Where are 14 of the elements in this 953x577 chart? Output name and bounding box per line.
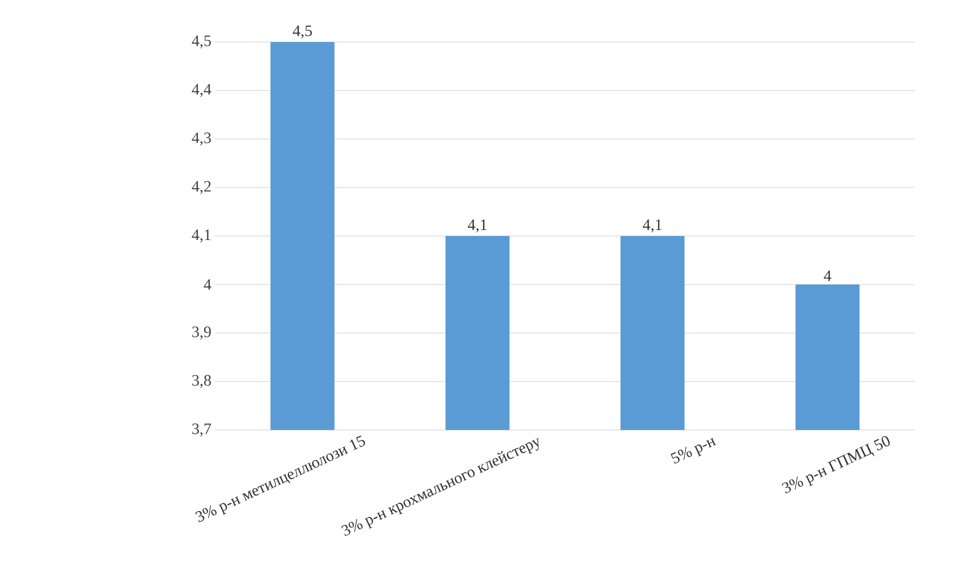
x-tick-label: 5% р-н (670, 438, 716, 464)
y-tick-label: 3,9 (192, 326, 211, 340)
y-tick-label: 4,5 (192, 36, 211, 48)
y-tick-label: 4 (204, 279, 212, 290)
data-label: 4 (824, 270, 832, 281)
data-label: 4,5 (292, 26, 312, 38)
y-tick-label: 3,8 (192, 374, 211, 388)
data-label: 4,1 (642, 220, 662, 232)
y-tick-label: 3,7 (192, 424, 212, 437)
y-tick-label: 4,2 (192, 181, 211, 194)
data-label: 4,1 (468, 220, 487, 232)
y-tick-label: 4,1 (192, 230, 211, 242)
y-tick-label: 4,4 (192, 84, 212, 97)
y-tick-label: 4,3 (192, 132, 211, 146)
